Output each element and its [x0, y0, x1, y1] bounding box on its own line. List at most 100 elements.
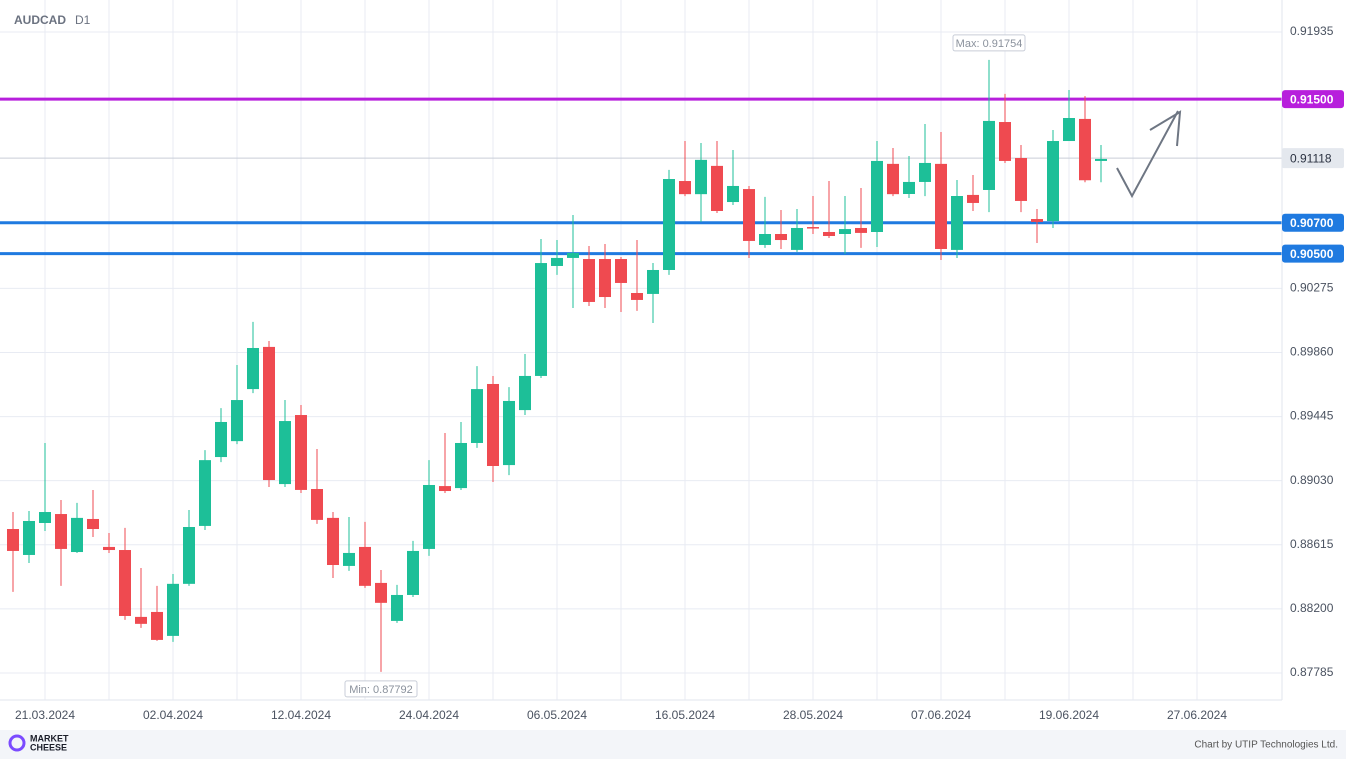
candle-body [215, 421, 227, 458]
current-price-label: 0.91118 [1290, 151, 1332, 165]
x-tick-label: 21.03.2024 [15, 708, 75, 722]
candle-body [1095, 158, 1107, 161]
candle-body [695, 159, 707, 195]
candle-body [279, 421, 291, 485]
candle-body [343, 552, 355, 566]
candle-body [951, 196, 963, 250]
candle-body [311, 489, 323, 520]
candle-body [855, 227, 867, 233]
candle-body [535, 263, 547, 376]
candle-body [823, 231, 835, 237]
candle-body [1079, 118, 1091, 181]
y-tick-label: 0.89860 [1290, 345, 1334, 359]
candle-body [775, 234, 787, 241]
candle-body [935, 163, 947, 249]
y-tick-label: 0.89030 [1290, 473, 1334, 487]
candle-body [903, 181, 915, 194]
level-label-box [1282, 90, 1344, 109]
x-tick-label: 27.06.2024 [1167, 708, 1227, 722]
candle-body [967, 194, 979, 203]
x-tick-label: 06.05.2024 [527, 708, 587, 722]
y-tick-label: 0.88615 [1290, 537, 1334, 551]
y-tick-label: 0.88200 [1290, 601, 1334, 615]
candle-body [1063, 118, 1075, 142]
x-tick-label: 28.05.2024 [783, 708, 843, 722]
candle-body [999, 122, 1011, 161]
annotation: Max: 0.91754 [956, 38, 1023, 50]
candles [7, 59, 1107, 672]
candle-body [167, 583, 179, 636]
candle-body [295, 415, 307, 490]
candle-body [647, 269, 659, 294]
candle-body [871, 160, 883, 232]
candle-body [119, 550, 131, 616]
level-label-box [1282, 213, 1344, 232]
symbol: AUDCAD [14, 13, 66, 27]
candle-body [439, 486, 451, 492]
x-tick-label: 24.04.2024 [399, 708, 459, 722]
logo-icon [8, 734, 26, 752]
x-tick-label: 07.06.2024 [911, 708, 971, 722]
candle-body [1031, 219, 1043, 222]
level-label: 0.91500 [1290, 92, 1334, 106]
x-tick-label: 16.05.2024 [655, 708, 715, 722]
candle-body [583, 259, 595, 302]
y-tick-label: 0.89445 [1290, 409, 1334, 423]
candle-body [7, 529, 19, 551]
candle-body [551, 257, 563, 266]
candle-body [263, 346, 275, 481]
logo-text: CHEESE [30, 742, 67, 752]
annotation: Min: 0.87792 [349, 684, 413, 696]
candle-body [423, 484, 435, 549]
candle-body [151, 611, 163, 640]
levels [0, 97, 1282, 256]
candle-body [519, 375, 531, 411]
candle-body [839, 229, 851, 235]
candle-body [55, 514, 67, 549]
footer [0, 730, 1346, 759]
candle-body [23, 520, 35, 555]
candle-body [487, 383, 499, 466]
candle-body [791, 227, 803, 250]
y-tick-label: 0.87785 [1290, 665, 1334, 679]
candle-body [471, 389, 483, 443]
candle-body [135, 616, 147, 624]
candle-body [199, 460, 211, 526]
level-label: 0.90700 [1290, 216, 1334, 230]
annotation-box [344, 680, 418, 698]
forecast-arrow [1116, 110, 1179, 199]
candle-body [183, 527, 195, 584]
grid [0, 0, 1282, 700]
candle-body [631, 293, 643, 300]
candle-body [407, 550, 419, 595]
candle-body [375, 582, 387, 603]
x-tick-label: 19.06.2024 [1039, 708, 1099, 722]
candle-body [743, 189, 755, 241]
candle-body [887, 163, 899, 195]
candle-body [759, 234, 771, 245]
candle-body [1047, 141, 1059, 222]
x-tick-label: 12.04.2024 [271, 708, 331, 722]
logo-text: MARKET [30, 733, 69, 743]
candle-body [567, 253, 579, 258]
annotation-box [952, 34, 1026, 52]
current-price-box [1282, 148, 1344, 169]
candle-body [599, 259, 611, 298]
candle-body [727, 185, 739, 203]
candle-body [807, 227, 819, 229]
candle-body [359, 546, 371, 586]
candle-body [615, 259, 627, 283]
candle-body [663, 179, 675, 270]
candle-body [247, 347, 259, 390]
candle-body [391, 594, 403, 621]
level-label: 0.90500 [1290, 247, 1334, 261]
y-tick-label: 0.90275 [1290, 281, 1334, 295]
timeframe: D1 [75, 13, 91, 27]
candle-body [231, 400, 243, 442]
candle-body [103, 546, 115, 551]
candle-body [711, 165, 723, 211]
candle-body [39, 512, 51, 523]
candle-body [71, 517, 83, 553]
x-tick-label: 02.04.2024 [143, 708, 203, 722]
